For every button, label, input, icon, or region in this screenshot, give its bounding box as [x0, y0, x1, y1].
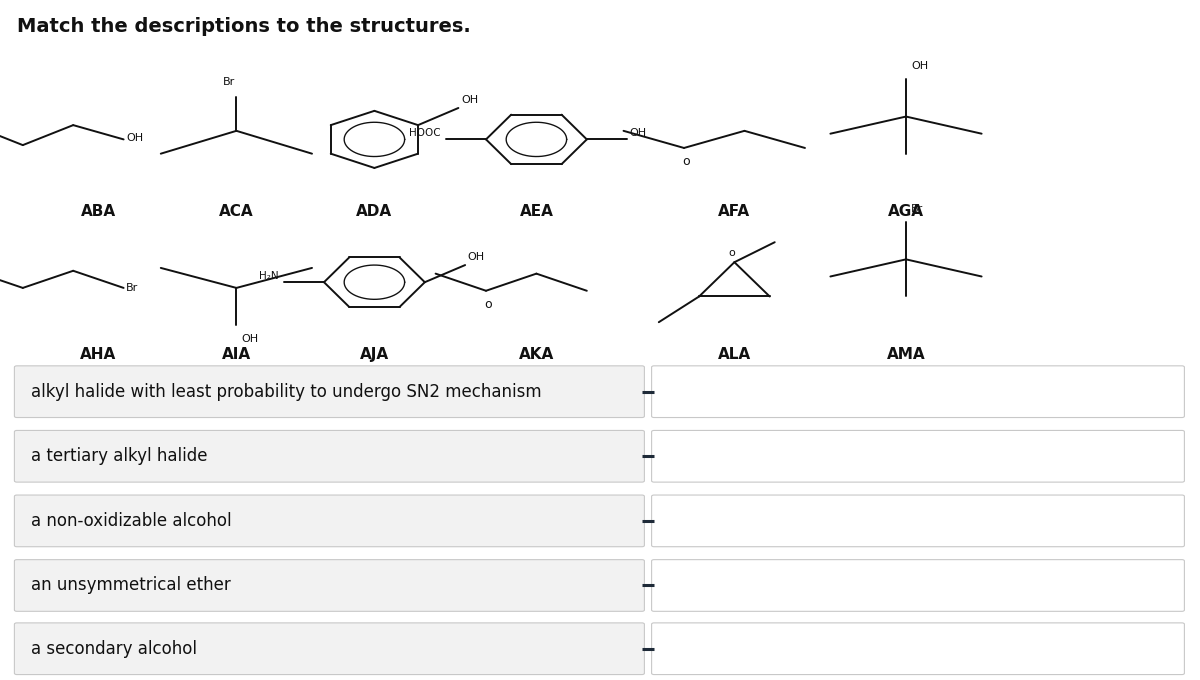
Text: H₂N: H₂N	[259, 271, 278, 281]
Text: a secondary alcohol: a secondary alcohol	[31, 640, 197, 658]
Text: alkyl halide with least probability to undergo SN2 mechanism: alkyl halide with least probability to u…	[31, 383, 542, 401]
Text: OH: OH	[630, 128, 647, 138]
Text: AMA: AMA	[887, 347, 925, 362]
Text: AHA: AHA	[80, 347, 116, 362]
Text: OH: OH	[911, 61, 928, 71]
FancyBboxPatch shape	[652, 623, 1184, 675]
Text: AKA: AKA	[518, 347, 554, 362]
Text: ACA: ACA	[220, 204, 253, 219]
Text: AEA: AEA	[520, 204, 553, 219]
Text: AGA: AGA	[888, 204, 924, 219]
FancyBboxPatch shape	[652, 366, 1184, 418]
Text: ALA: ALA	[718, 347, 751, 362]
FancyBboxPatch shape	[14, 430, 644, 482]
Text: a non-oxidizable alcohol: a non-oxidizable alcohol	[31, 512, 232, 530]
Text: AJA: AJA	[360, 347, 389, 362]
Text: OH: OH	[126, 133, 143, 143]
Text: ABA: ABA	[80, 204, 116, 219]
Text: o: o	[683, 155, 690, 168]
Text: o: o	[485, 298, 492, 311]
FancyBboxPatch shape	[652, 560, 1184, 611]
FancyBboxPatch shape	[14, 495, 644, 547]
Text: OH: OH	[241, 334, 258, 343]
Text: a tertiary alkyl halide: a tertiary alkyl halide	[31, 447, 208, 465]
FancyBboxPatch shape	[14, 560, 644, 611]
FancyBboxPatch shape	[14, 623, 644, 675]
Text: AFA: AFA	[719, 204, 750, 219]
Text: Match the descriptions to the structures.: Match the descriptions to the structures…	[17, 17, 470, 36]
Text: o: o	[728, 248, 736, 258]
Text: OH: OH	[468, 252, 485, 262]
Text: AIA: AIA	[222, 347, 251, 362]
FancyBboxPatch shape	[652, 495, 1184, 547]
Text: ADA: ADA	[356, 204, 392, 219]
Text: an unsymmetrical ether: an unsymmetrical ether	[31, 577, 230, 594]
Text: OH: OH	[461, 95, 478, 105]
Text: Br: Br	[911, 203, 923, 214]
Text: Br: Br	[223, 77, 235, 86]
FancyBboxPatch shape	[652, 430, 1184, 482]
FancyBboxPatch shape	[14, 366, 644, 418]
Text: Br: Br	[126, 283, 138, 293]
Text: HOOC: HOOC	[409, 128, 440, 138]
